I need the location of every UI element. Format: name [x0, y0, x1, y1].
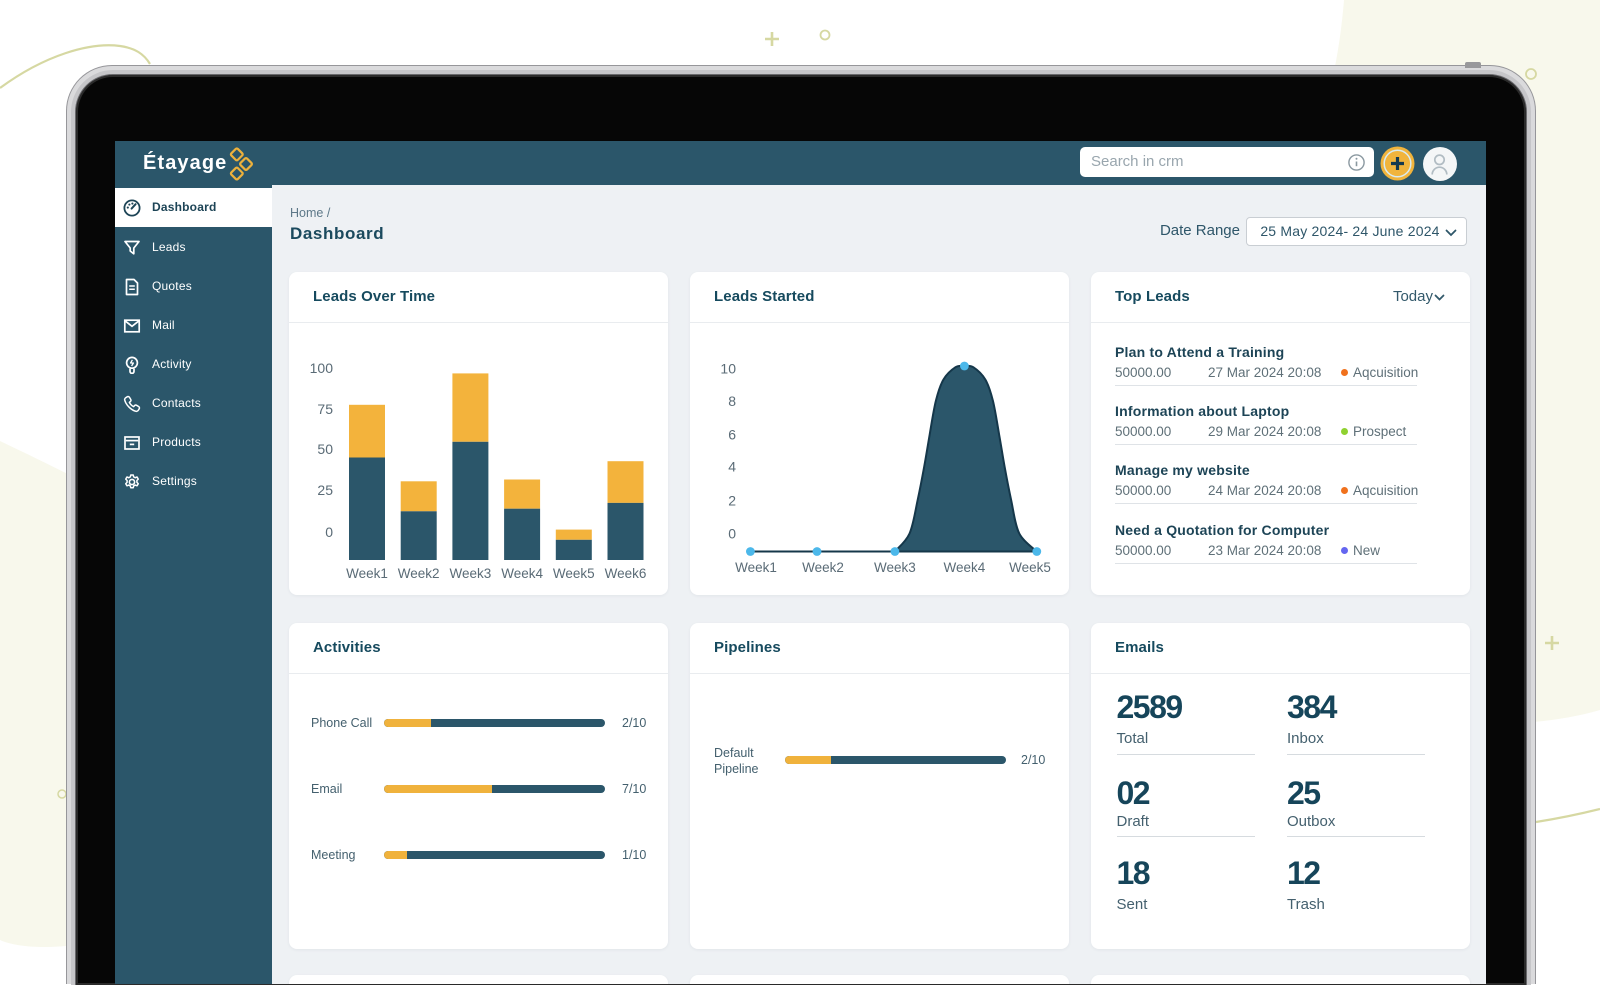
- svg-text:Week5: Week5: [553, 566, 595, 581]
- svg-text:50: 50: [317, 441, 333, 457]
- svg-text:100: 100: [310, 360, 334, 376]
- svg-text:Week4: Week4: [501, 566, 543, 581]
- svg-text:Week2: Week2: [398, 566, 440, 581]
- svg-text:10: 10: [720, 361, 736, 377]
- svg-text:75: 75: [317, 401, 333, 417]
- svg-text:Week2: Week2: [802, 560, 844, 575]
- svg-text:0: 0: [728, 526, 736, 542]
- svg-text:Week3: Week3: [874, 560, 916, 575]
- svg-text:4: 4: [728, 459, 736, 475]
- svg-text:Week1: Week1: [735, 560, 777, 575]
- svg-text:Week4: Week4: [944, 560, 986, 575]
- svg-text:0: 0: [325, 524, 333, 540]
- svg-text:Week5: Week5: [1009, 560, 1051, 575]
- svg-text:2: 2: [728, 492, 736, 508]
- svg-text:6: 6: [728, 427, 736, 443]
- svg-text:8: 8: [728, 393, 736, 409]
- svg-text:Week1: Week1: [346, 566, 388, 581]
- svg-text:Week6: Week6: [605, 566, 647, 581]
- svg-text:25: 25: [317, 482, 333, 498]
- svg-text:Week3: Week3: [450, 566, 492, 581]
